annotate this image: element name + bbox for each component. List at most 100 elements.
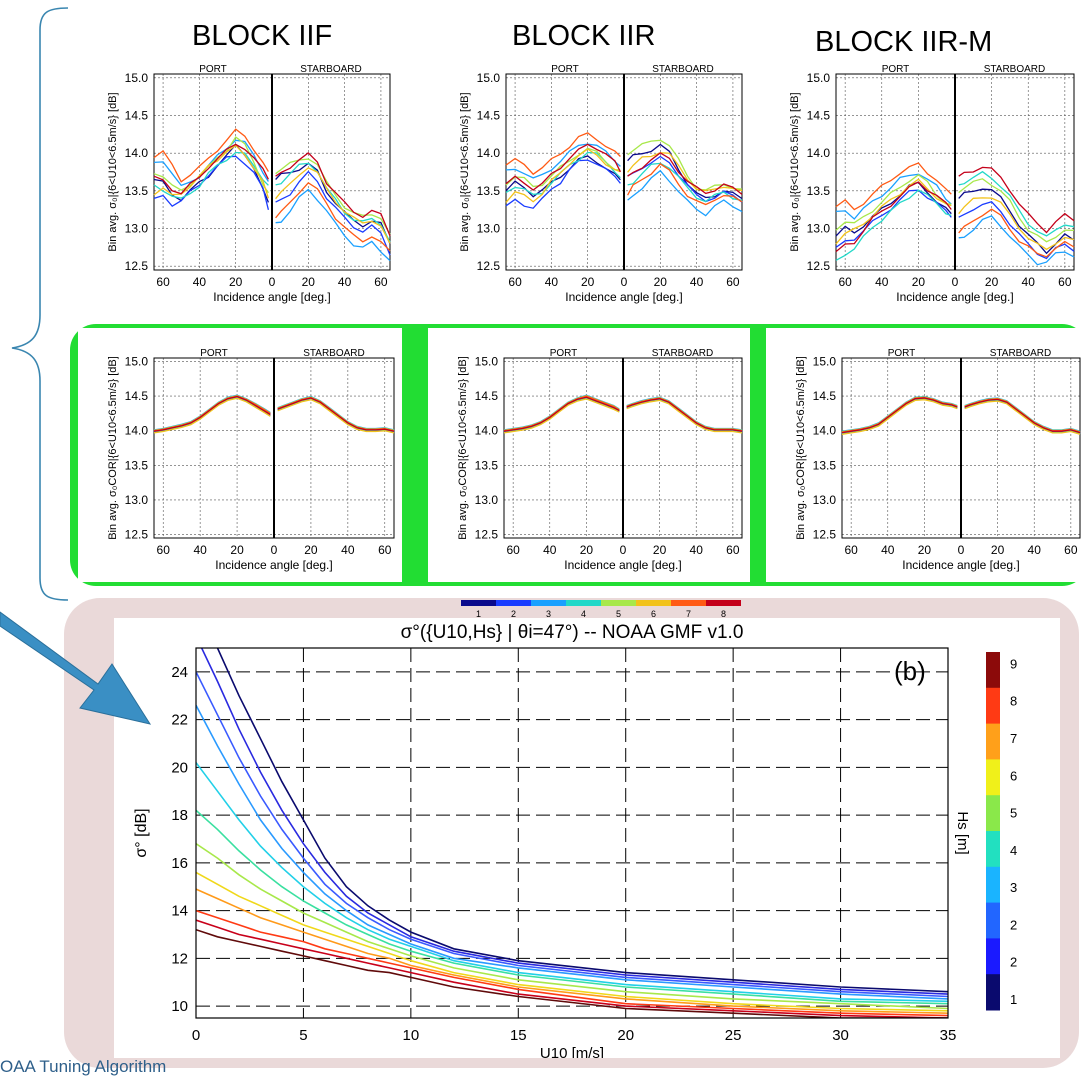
starboard-label: STARBOARD (303, 348, 365, 359)
starboard-curve (277, 397, 395, 432)
y-tick-label: 10 (171, 998, 188, 1015)
port-curve (505, 159, 621, 209)
y-axis-label: σ° [dB] (133, 808, 150, 857)
gmf-series-line (196, 888, 948, 1014)
x-tick-label: 40 (1022, 275, 1036, 289)
port-curve (505, 143, 621, 191)
x-tick-label: 20 (912, 275, 926, 289)
y-axis-label: Bin avg. σ₀COR|{6<U10<6.5m/s} [dB] (795, 356, 807, 540)
gmf-series-line (200, 648, 948, 995)
x-tick-label: 20 (304, 543, 318, 557)
x-tick-label: 20 (581, 275, 595, 289)
port-curve (153, 143, 269, 195)
y-tick-label: 12.5 (125, 259, 149, 273)
colorbar-tick-label: 2 (1010, 955, 1017, 970)
y-tick-label: 13.0 (807, 222, 831, 236)
x-tick-label: 40 (690, 543, 704, 557)
legend-label: 7 (686, 609, 691, 619)
x-tick-label: 40 (1028, 543, 1042, 557)
x-tick-label: 20 (653, 543, 667, 557)
x-tick-label: 40 (543, 543, 557, 557)
small-panel-3: 12.5 13.0 13.5 14.0 14.5 15.0 60 40 20 0 20 40 60 Inc… (78, 328, 402, 582)
x-tick-label: 0 (192, 1027, 200, 1044)
legend-swatch (496, 600, 531, 606)
y-axis-label: Bin avg. σ₀COR|{6<U10<6.5m/s} [dB] (107, 356, 119, 540)
x-tick-label: 60 (508, 275, 522, 289)
starboard-label: STARBOARD (652, 64, 714, 75)
x-tick-label: 30 (832, 1027, 849, 1044)
port-curve (503, 396, 620, 432)
x-tick-label: 0 (621, 275, 628, 289)
y-tick-label: 14.0 (477, 146, 501, 160)
y-tick-label: 13.0 (125, 222, 149, 236)
legend-swatch (636, 600, 671, 606)
x-tick-label: 60 (726, 543, 740, 557)
legend-label: 8 (721, 609, 726, 619)
colorbar-segment (986, 974, 1000, 1011)
x-tick-label: 40 (881, 543, 895, 557)
y-tick-label: 12.5 (807, 259, 831, 273)
x-tick-label: 15 (510, 1027, 527, 1044)
x-tick-label: 0 (620, 543, 627, 557)
x-tick-label: 20 (229, 275, 243, 289)
legend-label: 3 (546, 609, 551, 619)
x-tick-label: 60 (374, 275, 388, 289)
x-tick-label: 20 (580, 543, 594, 557)
colorbar-segment (986, 652, 1000, 689)
starboard-curve (275, 167, 391, 244)
block-title-iirm: BLOCK IIR-M (815, 26, 993, 58)
series-group (196, 648, 948, 1018)
port-label: PORT (551, 64, 579, 75)
starboard-curve (626, 399, 743, 434)
small-panel-5: 12.5 13.0 13.5 14.0 14.5 15.0 60 40 20 0 20 40 60 Inc… (766, 328, 1088, 582)
x-tick-label: 0 (958, 543, 965, 557)
y-tick-label: 15.0 (807, 71, 831, 85)
port-curve (835, 178, 952, 245)
x-axis-label: U10 [m/s] (540, 1045, 604, 1058)
starboard-curve (958, 170, 1075, 237)
x-tick-label: 20 (918, 543, 932, 557)
y-tick-label: 14.5 (125, 108, 149, 122)
y-tick-label: 12.5 (477, 259, 501, 273)
x-tick-label: 20 (617, 1027, 634, 1044)
small-panel-2: 12.5 13.0 13.5 14.0 14.5 15.0 60 40 20 0 20 40 60 Inc… (789, 64, 1075, 304)
starboard-curve (275, 152, 391, 237)
port-curve (841, 399, 958, 435)
y-tick-label: 12.5 (475, 528, 499, 542)
port-curve (153, 395, 271, 432)
port-curve (153, 155, 270, 210)
legend-label: 5 (616, 609, 621, 619)
x-tick-label: 60 (726, 275, 740, 289)
colorbar-tick-label: 4 (1010, 843, 1017, 858)
y-axis-label: Bin avg. σ₀|{6<U10<6.5m/s} [dB] (459, 92, 471, 251)
panel-label: (b) (894, 656, 926, 686)
y-tick-label: 14.5 (807, 108, 831, 122)
x-tick-label: 20 (991, 543, 1005, 557)
x-tick-label: 40 (193, 275, 207, 289)
x-axis-label: Incidence angle [deg.] (213, 290, 330, 304)
y-tick-label: 14.0 (813, 424, 837, 438)
legend-swatch (566, 600, 601, 606)
colorbar-tick-label: 7 (1010, 731, 1017, 746)
starboard-curve (958, 166, 1075, 234)
x-tick-label: 0 (952, 275, 959, 289)
starboard-curve (275, 170, 391, 256)
port-curve (503, 398, 620, 434)
colorbar-segment (986, 795, 1000, 832)
port-curve (505, 132, 621, 176)
x-tick-label: 20 (985, 275, 999, 289)
gmf-series-line (196, 909, 948, 1017)
legend-swatch (461, 600, 496, 606)
port-curve (153, 139, 269, 187)
colorbar-tick-label: 9 (1010, 656, 1017, 671)
footer-text: OAA Tuning Algorithm (0, 1057, 167, 1076)
x-tick-label: 40 (341, 543, 355, 557)
starboard-curve (627, 163, 743, 206)
starboard-curve (958, 178, 1075, 243)
y-axis-label: Bin avg. σ₀|{6<U10<6.5m/s} [dB] (789, 92, 801, 251)
y-tick-label: 14.0 (125, 424, 149, 438)
starboard-curve (958, 208, 1075, 258)
x-tick-label: 5 (299, 1027, 307, 1044)
port-label: PORT (199, 64, 227, 75)
gmf-series-line (196, 809, 948, 1005)
